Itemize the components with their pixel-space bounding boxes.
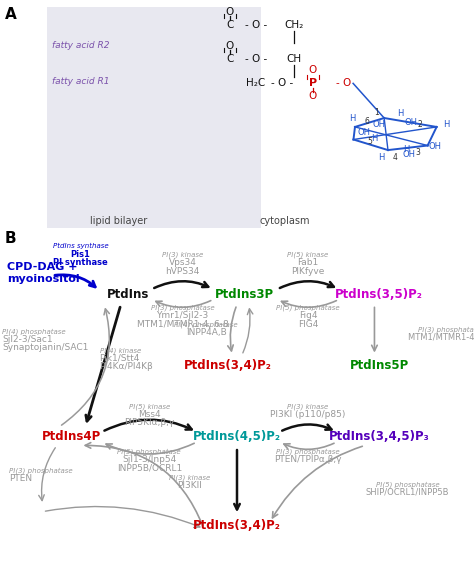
Text: PI(3) phosphatase: PI(3) phosphatase — [151, 305, 214, 311]
Text: PI(4) kinase: PI(4) kinase — [100, 347, 141, 354]
Text: MTM1/MTMR1-4, 6-8: MTM1/MTMR1-4, 6-8 — [137, 320, 228, 329]
Text: PI(5) phosphatase: PI(5) phosphatase — [276, 305, 340, 311]
Text: H: H — [349, 114, 356, 123]
Text: Pis1: Pis1 — [71, 250, 91, 259]
Text: - O -: - O - — [245, 20, 267, 29]
Text: Mss4: Mss4 — [138, 410, 161, 419]
Text: - O -: - O - — [271, 78, 293, 88]
Text: PTEN/TPIPα,β,γ: PTEN/TPIPα,β,γ — [274, 456, 342, 465]
Text: C: C — [226, 54, 234, 64]
Text: Fig4: Fig4 — [299, 311, 318, 320]
Text: 1: 1 — [374, 108, 379, 117]
Text: OH: OH — [403, 151, 416, 159]
Text: 4: 4 — [392, 153, 398, 162]
Text: PtdIns synthase: PtdIns synthase — [53, 243, 109, 250]
Text: H: H — [403, 144, 410, 153]
Text: MTM1/MTMR1-4, 6-8: MTM1/MTMR1-4, 6-8 — [408, 333, 474, 342]
Text: - O: - O — [336, 78, 351, 88]
Text: PI3KI (p110/p85): PI3KI (p110/p85) — [270, 410, 346, 419]
Text: fatty acid R2: fatty acid R2 — [52, 41, 109, 50]
Text: 6: 6 — [365, 117, 369, 126]
Text: PI(3) phosphatase: PI(3) phosphatase — [9, 468, 73, 474]
Text: 2: 2 — [418, 120, 422, 129]
Text: PIKfyve: PIKfyve — [292, 267, 325, 276]
Text: PtdIns(4,5)P₂: PtdIns(4,5)P₂ — [193, 431, 281, 443]
Text: PtdIns3P: PtdIns3P — [215, 288, 273, 301]
Text: PI(5) phosphatase: PI(5) phosphatase — [376, 481, 439, 488]
Text: H: H — [398, 109, 404, 118]
Text: PtdIns(3,4)P₂: PtdIns(3,4)P₂ — [193, 519, 281, 531]
Text: myoinositol: myoinositol — [7, 274, 80, 284]
Text: fatty acid R1: fatty acid R1 — [52, 76, 109, 85]
Text: Pik1/Stt4: Pik1/Stt4 — [100, 354, 140, 363]
Text: PIP5KIα,β,γ: PIP5KIα,β,γ — [124, 418, 174, 427]
Text: H: H — [378, 153, 384, 162]
Text: PI4Kα/PI4Kβ: PI4Kα/PI4Kβ — [100, 362, 153, 371]
Text: A: A — [5, 7, 17, 22]
Text: Sjl2-3/Sac1: Sjl2-3/Sac1 — [2, 335, 53, 344]
Text: PI(5) phosphatase: PI(5) phosphatase — [118, 449, 181, 456]
Text: PtdIns(3,4)P₂: PtdIns(3,4)P₂ — [183, 359, 272, 372]
Text: INPP5B/OCRL1: INPP5B/OCRL1 — [117, 464, 182, 473]
Text: OH: OH — [404, 118, 417, 127]
Text: PI synthase: PI synthase — [53, 259, 108, 268]
Text: SHIP/OCRL1/INPP5B: SHIP/OCRL1/INPP5B — [366, 488, 449, 497]
Text: PI(5) kinase: PI(5) kinase — [287, 252, 329, 259]
Text: O: O — [309, 91, 317, 101]
Text: PI(3) phosphatase: PI(3) phosphatase — [276, 449, 340, 456]
Text: CH: CH — [286, 54, 301, 64]
Text: hVPS34: hVPS34 — [165, 267, 200, 276]
Text: PtdIns4P: PtdIns4P — [42, 431, 100, 443]
Text: PI(3) kinase: PI(3) kinase — [287, 403, 329, 410]
Text: Ymr1/Sjl2-3: Ymr1/Sjl2-3 — [156, 311, 209, 320]
Text: - O -: - O - — [245, 54, 267, 64]
Text: Fab1: Fab1 — [298, 259, 319, 268]
Text: PtdIns: PtdIns — [107, 288, 149, 301]
Text: PI(3) kinase: PI(3) kinase — [162, 252, 203, 259]
Text: Sjl1-3/Inp54: Sjl1-3/Inp54 — [122, 456, 176, 465]
Text: PI3KII: PI3KII — [177, 481, 202, 490]
Text: H₂C: H₂C — [246, 78, 265, 88]
Text: PTEN: PTEN — [9, 474, 33, 483]
Text: OH: OH — [372, 120, 385, 129]
Text: 3: 3 — [416, 148, 420, 157]
Text: PtdIns(3,5)P₂: PtdIns(3,5)P₂ — [335, 288, 423, 301]
Text: 5: 5 — [368, 138, 373, 147]
Text: Synaptojanin/SAC1: Synaptojanin/SAC1 — [2, 344, 89, 353]
Text: C: C — [226, 20, 234, 29]
Text: O: O — [226, 41, 234, 51]
Text: cytoplasm: cytoplasm — [259, 216, 310, 226]
Text: OH: OH — [357, 128, 370, 137]
Text: CH₂: CH₂ — [284, 20, 303, 29]
Text: O: O — [309, 66, 317, 75]
Text: OH: OH — [428, 142, 441, 151]
Text: H: H — [372, 134, 378, 143]
Text: PI(3) phosphatase: PI(3) phosphatase — [419, 327, 474, 333]
Text: PtdIns(3,4,5)P₃: PtdIns(3,4,5)P₃ — [329, 431, 429, 443]
Text: PI(3) kinase: PI(3) kinase — [169, 474, 210, 481]
Text: PtdIns5P: PtdIns5P — [350, 359, 409, 372]
Bar — [47, 7, 261, 228]
Text: CPD-DAG +: CPD-DAG + — [7, 262, 78, 272]
Text: FIG4: FIG4 — [298, 320, 318, 329]
Text: INPP4A,B: INPP4A,B — [186, 328, 227, 337]
Text: O: O — [226, 7, 234, 17]
Text: PI(4) phosphatase: PI(4) phosphatase — [174, 321, 238, 328]
Text: Vps34: Vps34 — [169, 259, 196, 268]
Text: PI(4) phosphatase: PI(4) phosphatase — [2, 328, 66, 335]
Text: PI(5) kinase: PI(5) kinase — [128, 403, 170, 410]
Text: lipid bilayer: lipid bilayer — [90, 216, 147, 226]
Text: P: P — [309, 78, 317, 88]
Text: H: H — [443, 120, 449, 129]
Text: B: B — [5, 231, 17, 247]
